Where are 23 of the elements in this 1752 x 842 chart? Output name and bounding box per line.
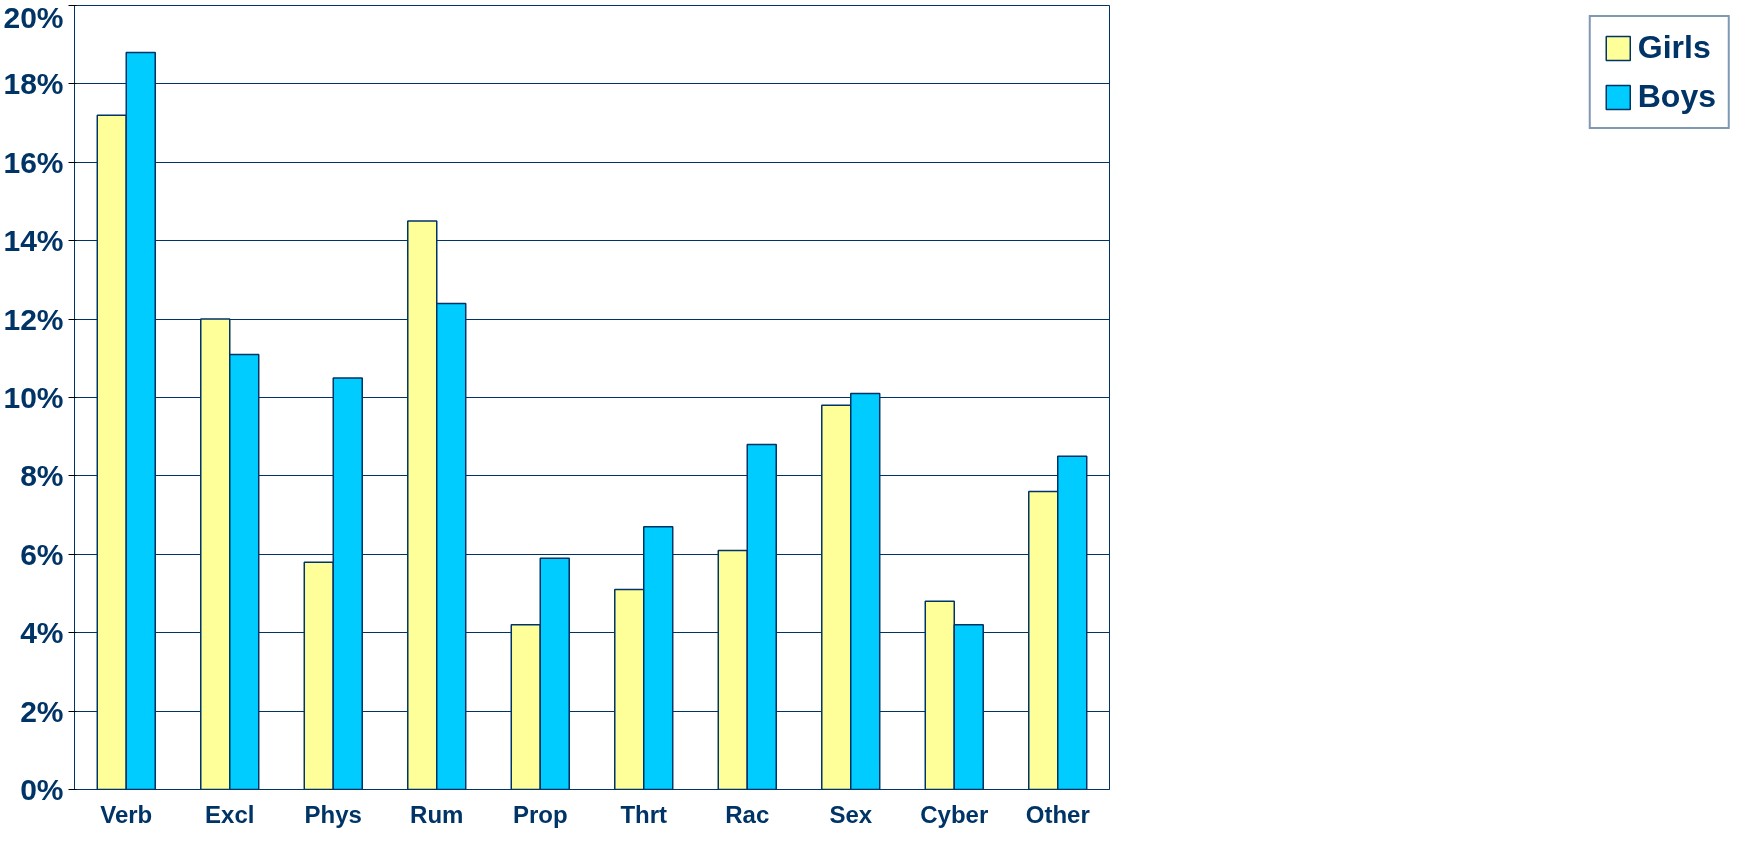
x-tick-label: Rac xyxy=(725,800,770,828)
legend-label: Boys xyxy=(1637,78,1716,115)
y-tick-label: 0% xyxy=(20,773,64,806)
x-tick-label: Cyber xyxy=(920,800,989,828)
y-tick-label: 20% xyxy=(3,0,64,34)
x-tick-label: Prop xyxy=(512,800,568,828)
y-tick-label: 16% xyxy=(3,145,64,179)
x-tick-label: Verb xyxy=(100,800,153,828)
x-tick-label: Sex xyxy=(829,800,873,828)
x-tick-label: Excl xyxy=(205,800,255,828)
y-tick-label: 10% xyxy=(3,381,64,414)
x-tick-label: Phys xyxy=(304,800,362,828)
y-tick-label: 12% xyxy=(3,302,64,336)
y-tick-label: 6% xyxy=(20,537,64,571)
y-tick-label: 4% xyxy=(20,616,64,650)
y-tick-label: 18% xyxy=(3,67,64,101)
y-tick-label: 8% xyxy=(20,459,64,493)
x-tick-label: Rum xyxy=(410,800,464,828)
legend-label: Girls xyxy=(1637,29,1711,66)
x-tick-label: Other xyxy=(1025,800,1090,828)
x-tick-label: Thrt xyxy=(620,800,668,828)
y-tick-label: 2% xyxy=(20,694,64,728)
y-tick-label: 14% xyxy=(3,224,64,258)
